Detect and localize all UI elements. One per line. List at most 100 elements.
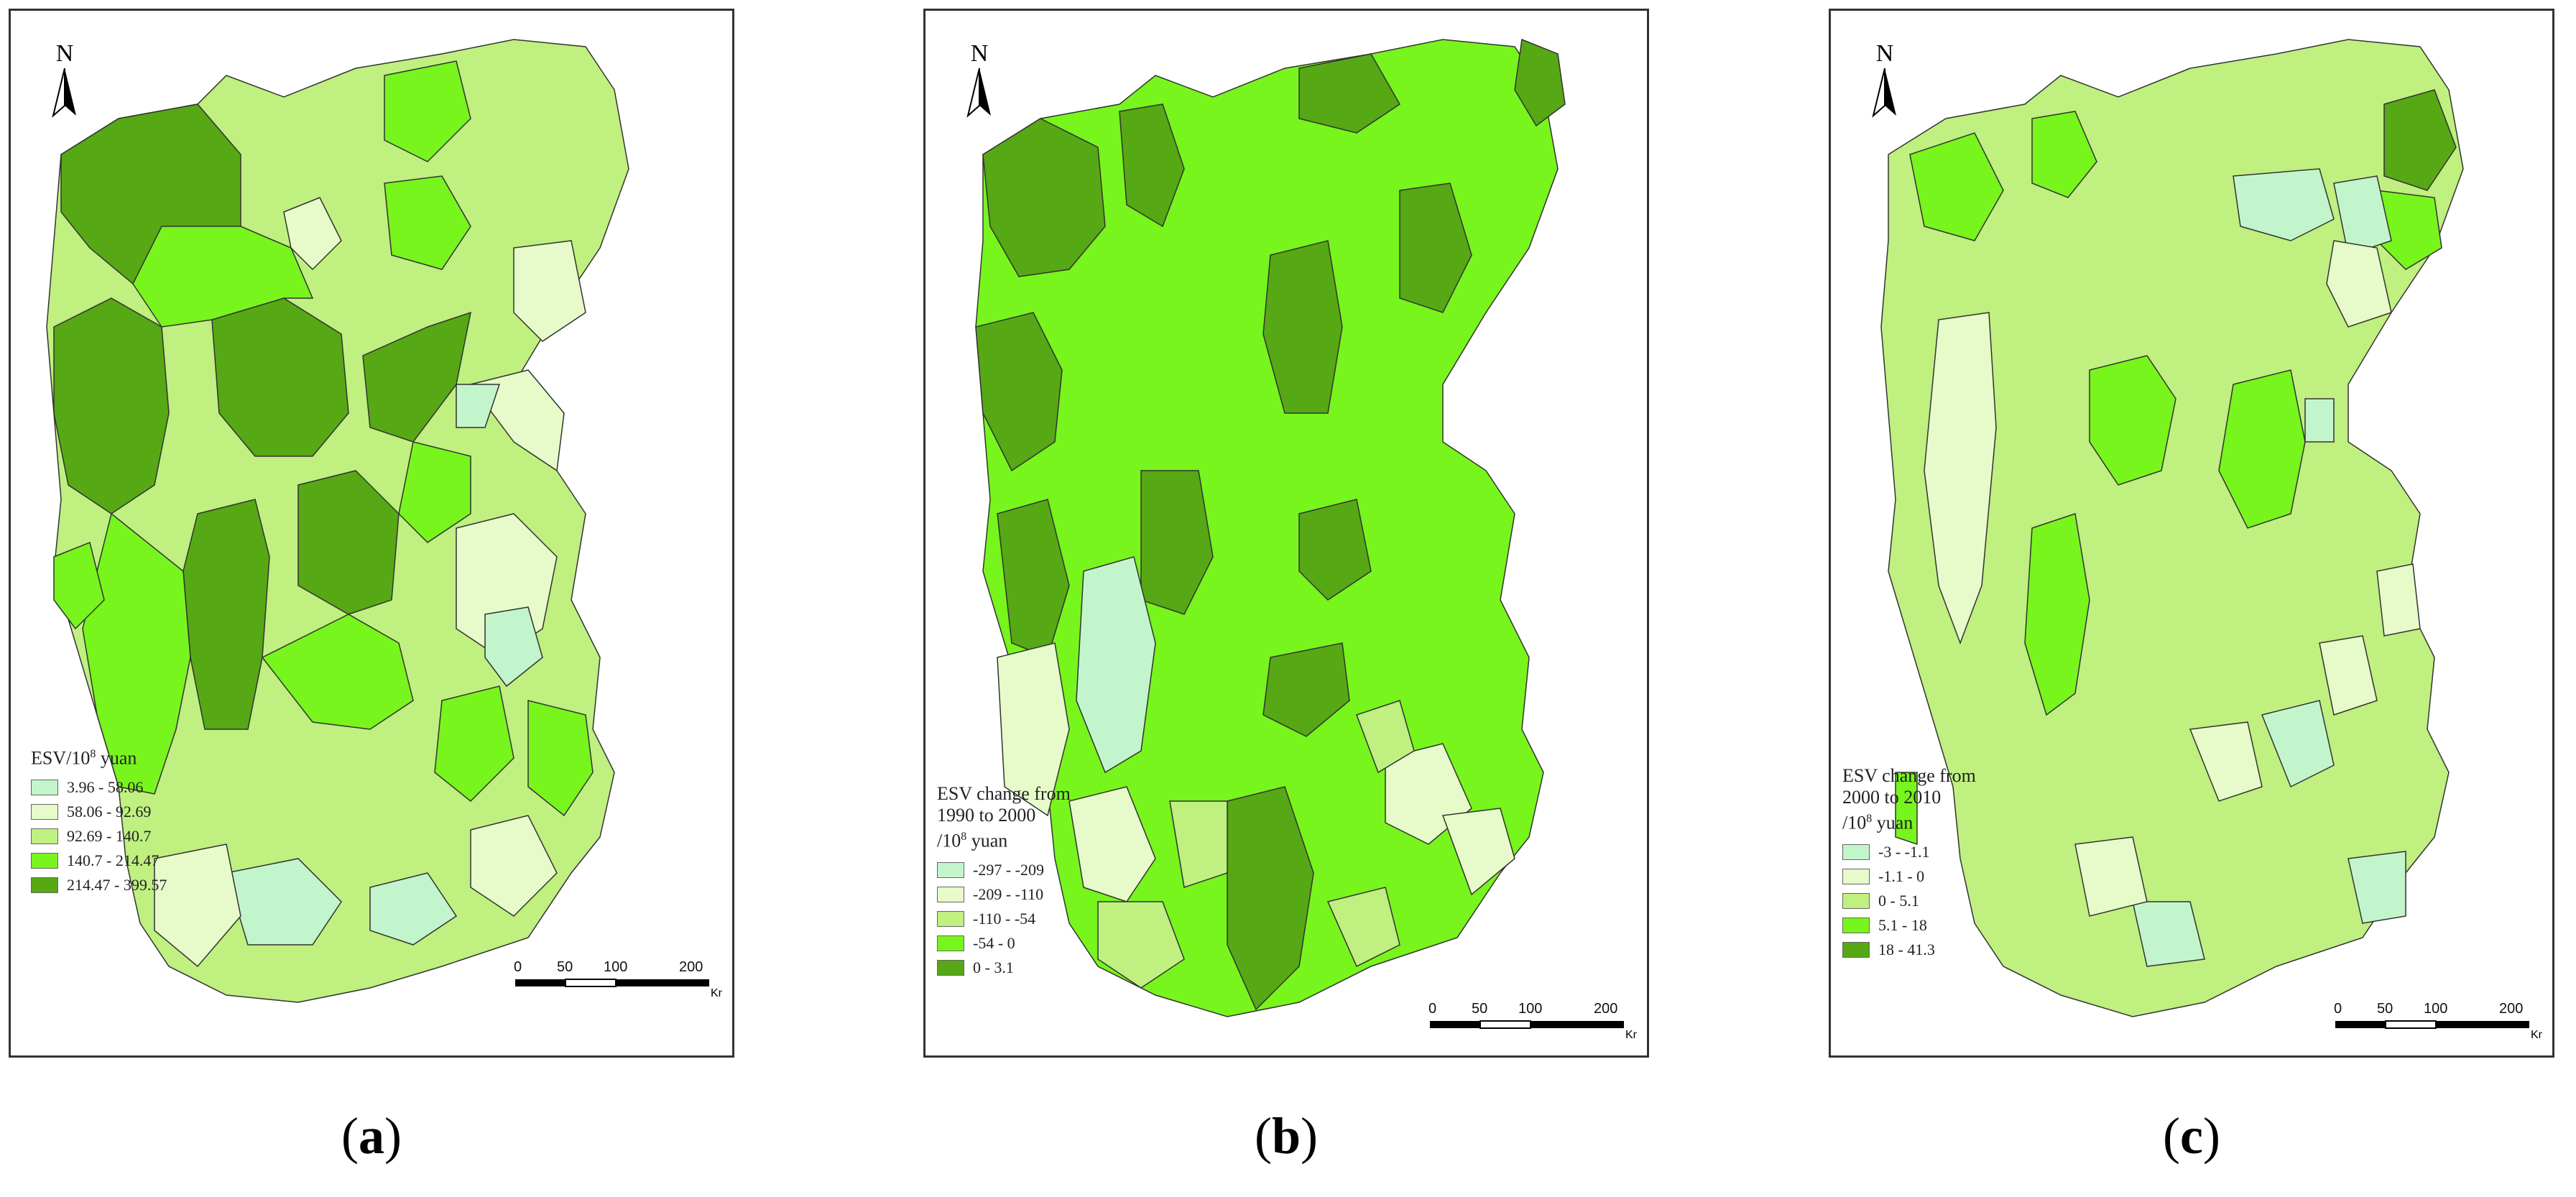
- district-pale: [154, 844, 241, 968]
- district-dark: [2383, 89, 2457, 191]
- district-bright: [384, 60, 471, 162]
- district-mint: [456, 384, 501, 428]
- north-arrow-icon: [1872, 68, 1896, 118]
- legend-title: ESV change from 2000 to 2010 /108 yuan: [1842, 765, 1976, 833]
- legend-item: 18 - 41.3: [1842, 938, 1976, 962]
- district-bright: [261, 614, 414, 730]
- district-bright: [527, 700, 594, 817]
- district-light: [1356, 700, 1415, 774]
- district-dark: [1140, 470, 1214, 615]
- district-mint: [2304, 398, 2335, 443]
- district-pale: [2319, 635, 2378, 716]
- legend-item: -110 - -54: [937, 907, 1071, 931]
- district-bright: [434, 685, 514, 803]
- legend-item: -54 - 0: [937, 931, 1071, 956]
- district-pale: [513, 240, 586, 342]
- legend-item: -297 - -209: [937, 858, 1071, 882]
- district-dark: [1262, 240, 1343, 414]
- legend-title: ESV change from 1990 to 2000 /108 yuan: [937, 783, 1071, 851]
- district-pale: [2074, 836, 2148, 917]
- district-dark: [297, 470, 400, 615]
- district-bright: [398, 441, 471, 543]
- district-bright: [82, 512, 191, 795]
- north-label: N: [1875, 40, 1894, 67]
- district-dark: [975, 312, 1063, 472]
- svg-text:Km: Km: [1625, 1029, 1637, 1040]
- north-arrow: N: [954, 40, 1005, 122]
- scale-bar-b: 0 50 100 200 Km: [1428, 1001, 1643, 1043]
- svg-text:Km: Km: [2531, 1029, 2542, 1040]
- district-mint: [226, 858, 342, 946]
- choropleth-map-c: [1880, 39, 2464, 1017]
- legend-item: 58.06 - 92.69: [31, 800, 167, 824]
- district-bright: [2031, 111, 2097, 198]
- legend-a: ESV/108 yuan 3.96 - 58.06 58.06 - 92.69 …: [31, 744, 167, 897]
- district-dark: [1298, 53, 1400, 134]
- scale-bar-c: 0 50 100 200 Km: [2334, 1001, 2548, 1043]
- legend-item: -209 - -110: [937, 882, 1071, 907]
- district-light: [1326, 887, 1400, 968]
- scale-bar-a: 0 50 100 200 Km: [514, 959, 728, 1002]
- district-bright: [53, 541, 105, 630]
- district-pale: [2189, 721, 2263, 802]
- district-dark: [1227, 786, 1314, 1011]
- district-light: [1097, 901, 1185, 989]
- district-pale: [997, 642, 1070, 817]
- district-mint: [2261, 700, 2335, 788]
- district-dark: [1399, 182, 1472, 313]
- district-pale: [2326, 240, 2392, 328]
- district-dark: [211, 297, 349, 457]
- legend-title: ESV/108 yuan: [31, 747, 137, 769]
- district-pale: [1441, 808, 1515, 896]
- district-mint: [2348, 851, 2406, 924]
- caption-b: (b): [1254, 1107, 1318, 1165]
- map-panel-c: N ESV change from 2000 to 2010 /108 yuan…: [1829, 9, 2554, 1058]
- district-mint: [2132, 901, 2205, 967]
- district-mint: [369, 872, 458, 946]
- district-bright: [1909, 132, 2004, 241]
- svg-text:Km: Km: [711, 987, 722, 998]
- legend-b: ESV change from 1990 to 2000 /108 yuan -…: [937, 783, 1071, 980]
- legend-item: 5.1 - 18: [1842, 913, 1976, 938]
- choropleth-map-b: [975, 38, 1566, 1017]
- north-arrow-icon: [966, 68, 991, 118]
- district-bright: [2024, 513, 2090, 716]
- district-mint: [1076, 556, 1156, 774]
- legend-item: 0 - 5.1: [1842, 889, 1976, 913]
- legend-item: -1.1 - 0: [1842, 864, 1976, 889]
- caption-a: (a): [341, 1107, 402, 1165]
- district-dark: [53, 297, 170, 514]
- district-pale: [1924, 312, 1997, 645]
- district-bright: [384, 175, 471, 270]
- choropleth-map-a: [46, 39, 629, 1003]
- district-bright: [1895, 772, 1918, 846]
- district-bright: [132, 226, 314, 328]
- district-mint: [484, 606, 543, 688]
- legend-c: ESV change from 2000 to 2010 /108 yuan -…: [1842, 765, 1976, 962]
- legend-item: 0 - 3.1: [937, 956, 1071, 980]
- map-panel-a: N ESV/108 yuan 3.96 - 58.06 58.06 - 92.6…: [9, 9, 734, 1058]
- district-mint: [2233, 168, 2335, 241]
- north-arrow: N: [1860, 40, 1910, 122]
- district-pale: [2376, 563, 2421, 637]
- map-panel-b: N ESV change from 1990 to 2000 /108 yuan…: [923, 9, 1649, 1058]
- caption-c: (c): [2163, 1107, 2220, 1165]
- district-bright: [2089, 355, 2176, 486]
- north-arrow-icon: [52, 68, 76, 118]
- legend-item: -3 - -1.1: [1842, 840, 1976, 864]
- district-bright: [2218, 369, 2306, 529]
- district-pale: [1068, 786, 1156, 902]
- north-label: N: [55, 40, 74, 67]
- district-pale: [470, 815, 558, 917]
- north-label: N: [970, 40, 989, 67]
- legend-item: 140.7 - 214.47: [31, 849, 167, 873]
- district-dark: [1262, 642, 1350, 737]
- district-mint: [2333, 175, 2392, 256]
- district-light: [1169, 800, 1228, 888]
- legend-item: 92.69 - 140.7: [31, 824, 167, 849]
- legend-item: 3.96 - 58.06: [31, 775, 167, 800]
- district-dark: [982, 118, 1106, 277]
- district-dark: [997, 499, 1070, 659]
- district-dark: [1514, 38, 1566, 127]
- district-pale: [283, 197, 342, 271]
